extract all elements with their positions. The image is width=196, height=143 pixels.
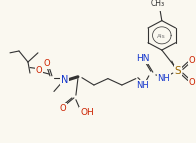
Text: S: S	[174, 66, 181, 76]
Text: OH: OH	[80, 108, 94, 117]
Text: O: O	[189, 56, 195, 65]
Text: NH: NH	[136, 81, 149, 90]
Text: Als: Als	[157, 34, 166, 39]
Text: NH: NH	[157, 74, 170, 83]
Text: O: O	[189, 78, 195, 87]
Text: O: O	[60, 104, 66, 113]
Text: O: O	[36, 66, 42, 75]
Text: HN: HN	[136, 54, 150, 63]
Text: CH₃: CH₃	[151, 0, 165, 8]
Text: N: N	[61, 75, 69, 85]
Text: O: O	[44, 59, 50, 68]
